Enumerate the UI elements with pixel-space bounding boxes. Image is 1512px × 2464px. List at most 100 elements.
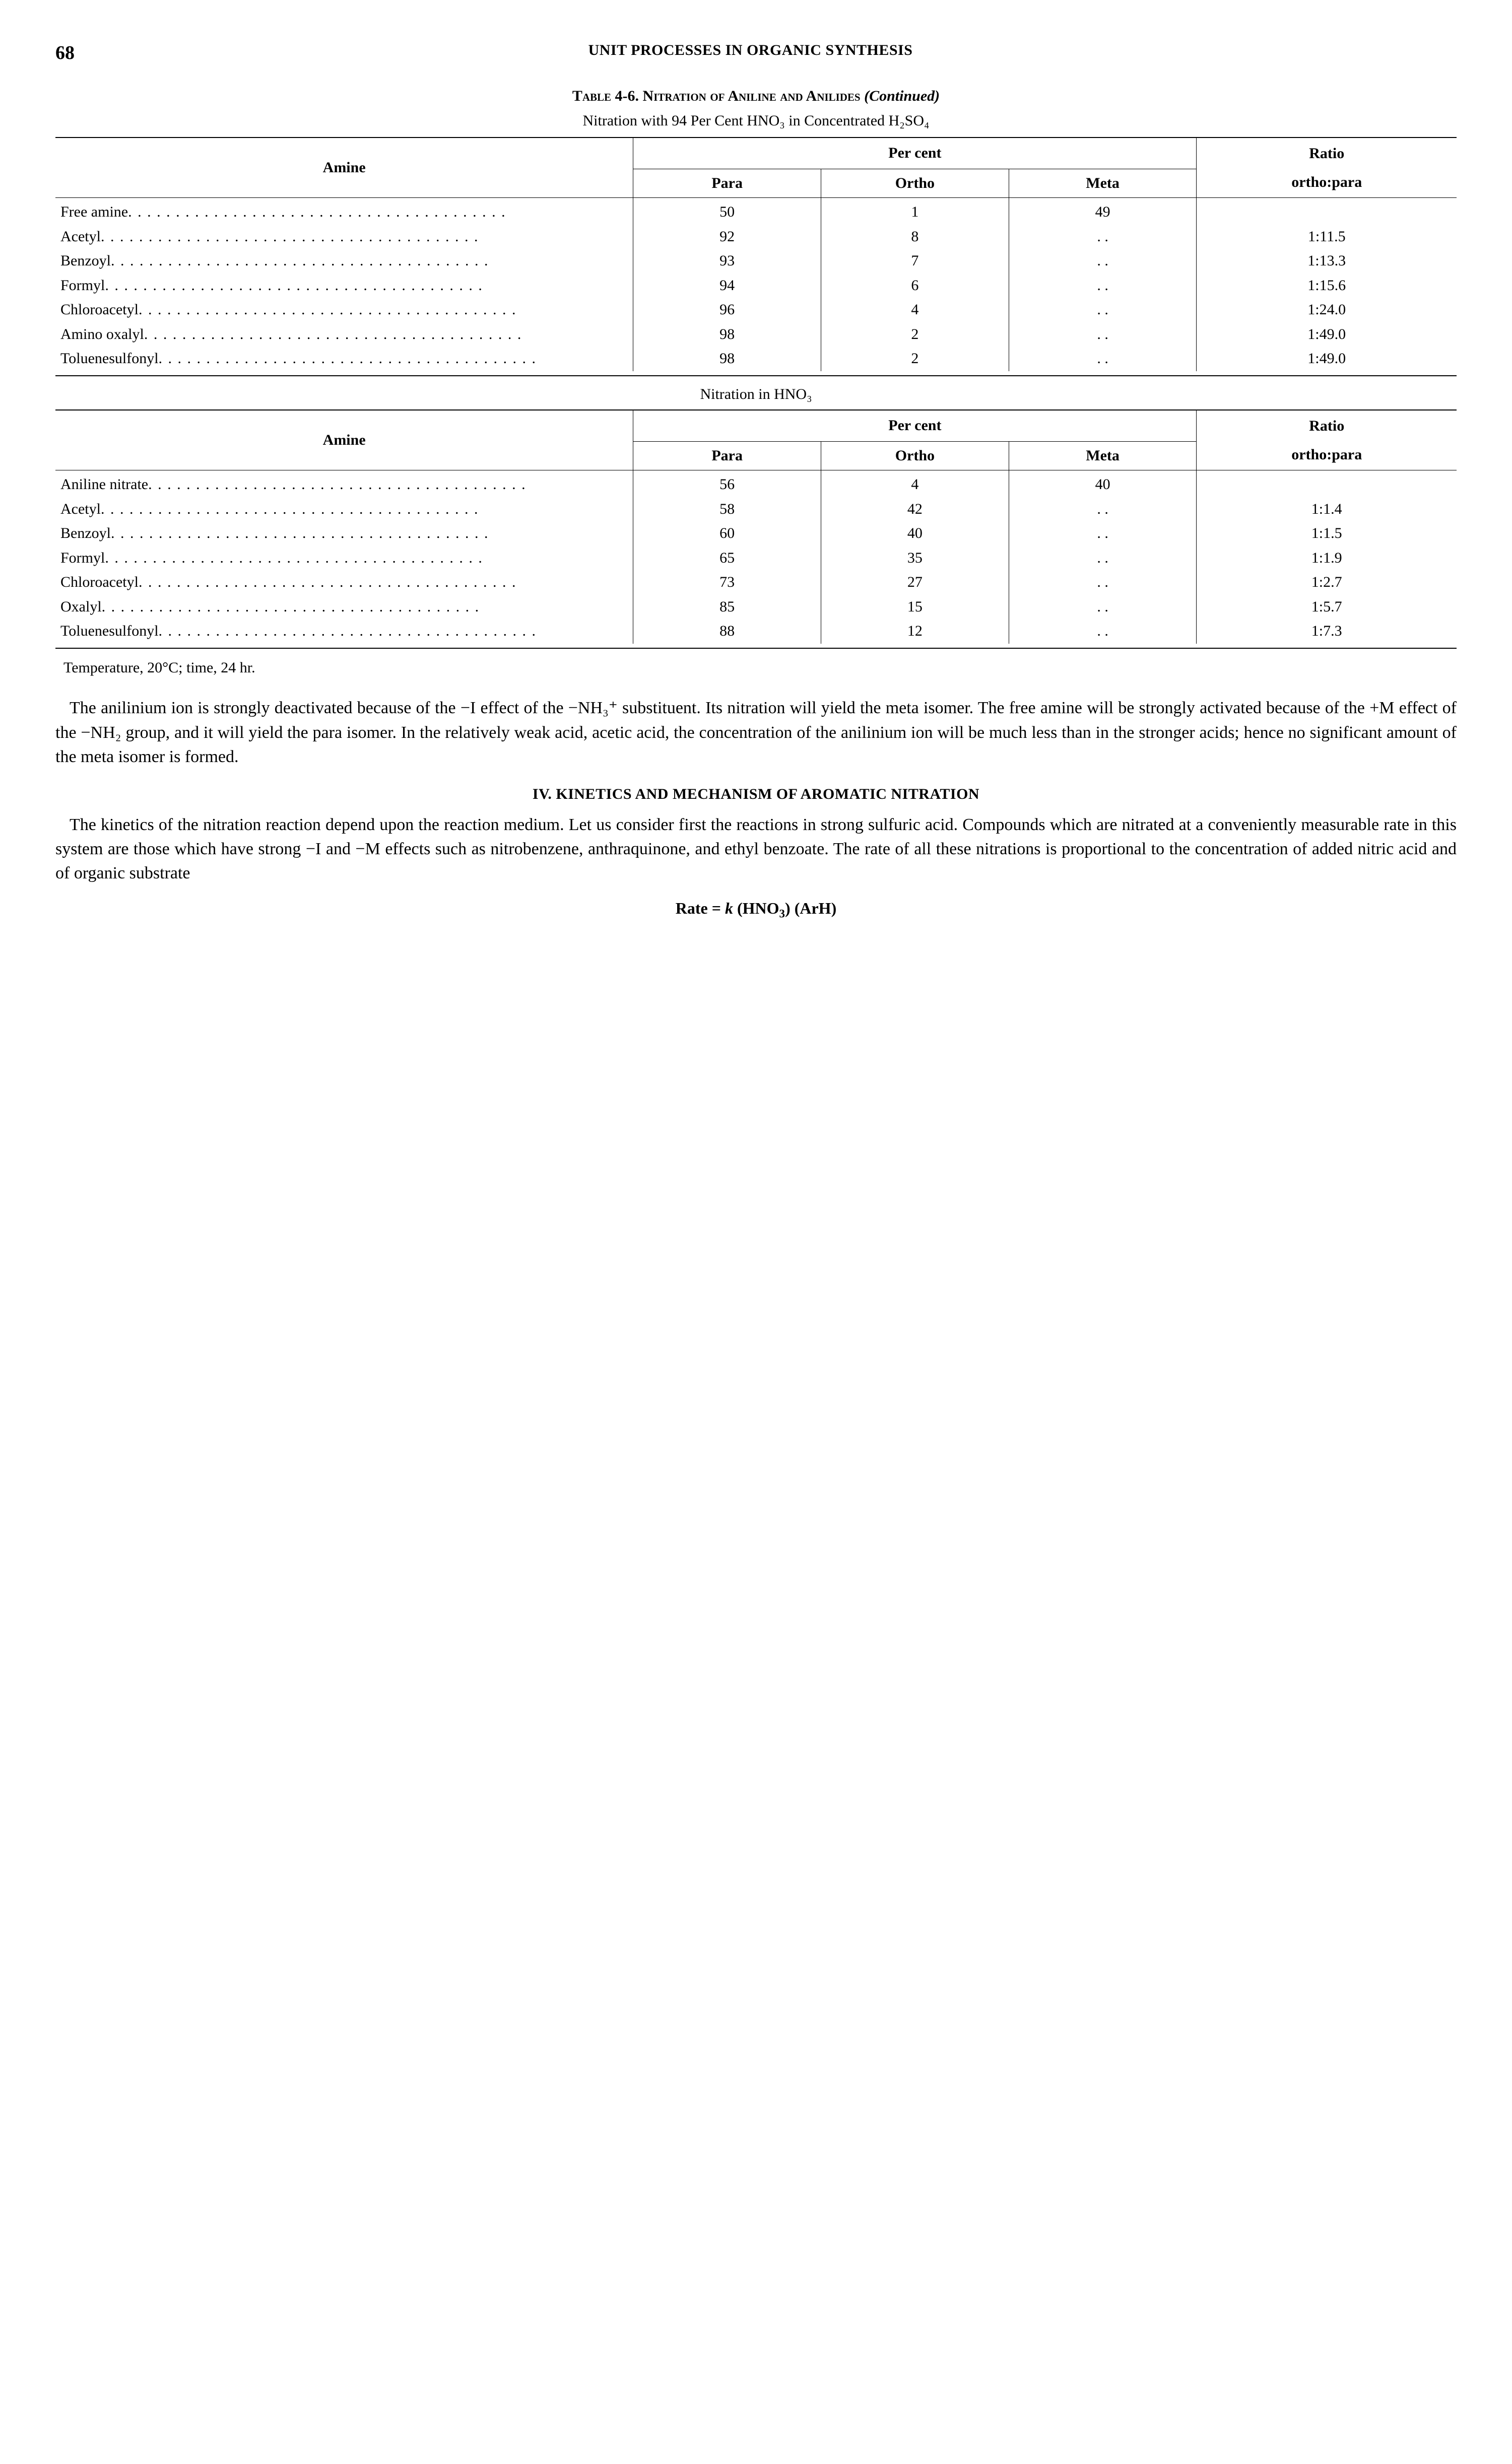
- table-2: Amine Per cent Ratio Para Ortho Meta ort…: [55, 410, 1457, 644]
- ratio-cell: 1:15.6: [1197, 273, 1457, 298]
- amine-cell: Chloroacetyl: [55, 570, 633, 595]
- col-amine-2: Amine: [55, 410, 633, 470]
- meta-cell: . .: [1009, 521, 1197, 546]
- meta-cell: . .: [1009, 497, 1197, 522]
- amine-cell: Free amine: [55, 200, 633, 225]
- para-cell: 93: [633, 249, 821, 273]
- ortho-cell: 42: [821, 497, 1009, 522]
- table2-subtitle: Nitration in HNO₃: [55, 384, 1457, 405]
- ratio-cell: 1:49.0: [1197, 322, 1457, 347]
- para-cell: 98: [633, 322, 821, 347]
- ortho-cell: 8: [821, 225, 1009, 249]
- meta-cell: 49: [1009, 200, 1197, 225]
- para-cell: 60: [633, 521, 821, 546]
- ortho-cell: 12: [821, 619, 1009, 644]
- table-row: Amino oxalyl982. .1:49.0: [55, 322, 1457, 347]
- ortho-cell: 35: [821, 546, 1009, 571]
- meta-cell: . .: [1009, 595, 1197, 620]
- para-cell: 50: [633, 200, 821, 225]
- ortho-cell: 7: [821, 249, 1009, 273]
- amine-cell: Amino oxalyl: [55, 322, 633, 347]
- ratio-cell: 1:13.3: [1197, 249, 1457, 273]
- running-head-title: UNIT PROCESSES IN ORGANIC SYNTHESIS: [75, 40, 1426, 66]
- ortho-cell: 4: [821, 472, 1009, 497]
- ratio-cell: 1:1.5: [1197, 521, 1457, 546]
- amine-cell: Formyl: [55, 273, 633, 298]
- page-number: 68: [55, 40, 75, 66]
- col-meta: Meta: [1009, 169, 1197, 197]
- amine-cell: Benzoyl: [55, 521, 633, 546]
- table-row: Toluenesulfonyl982. .1:49.0: [55, 347, 1457, 371]
- amine-cell: Benzoyl: [55, 249, 633, 273]
- meta-cell: . .: [1009, 225, 1197, 249]
- col-ratio-2: ortho:para: [1197, 169, 1457, 197]
- table-footnote: Temperature, 20°C; time, 24 hr.: [63, 658, 1457, 678]
- amine-cell: Oxalyl: [55, 595, 633, 620]
- meta-cell: . .: [1009, 546, 1197, 571]
- col-para-2: Para: [633, 441, 821, 470]
- meta-cell: . .: [1009, 347, 1197, 371]
- running-header: 68 UNIT PROCESSES IN ORGANIC SYNTHESIS: [55, 40, 1457, 66]
- para-cell: 96: [633, 298, 821, 322]
- col-percent-2: Per cent: [633, 410, 1197, 441]
- table-continued: (Continued): [861, 88, 940, 104]
- para-cell: 65: [633, 546, 821, 571]
- amine-cell: Chloroacetyl: [55, 298, 633, 322]
- table-row: Benzoyl937. .1:13.3: [55, 249, 1457, 273]
- ortho-cell: 27: [821, 570, 1009, 595]
- ortho-cell: 4: [821, 298, 1009, 322]
- ratio-cell: 1:24.0: [1197, 298, 1457, 322]
- table-1: Amine Per cent Ratio Para Ortho Meta ort…: [55, 138, 1457, 371]
- section-heading: IV. KINETICS AND MECHANISM OF AROMATIC N…: [55, 784, 1457, 805]
- col-ratio-1b: Ratio: [1197, 410, 1457, 441]
- ortho-cell: 2: [821, 347, 1009, 371]
- col-percent: Per cent: [633, 138, 1197, 169]
- ratio-cell: 1:1.9: [1197, 546, 1457, 571]
- table1-subtitle: Nitration with 94 Per Cent HNO₃ in Conce…: [55, 111, 1457, 131]
- ratio-cell: 1:2.7: [1197, 570, 1457, 595]
- meta-cell: . .: [1009, 249, 1197, 273]
- ratio-cell: 1:11.5: [1197, 225, 1457, 249]
- rate-equation: Rate = k (HNO3) (ArH): [55, 898, 1457, 922]
- para-cell: 73: [633, 570, 821, 595]
- table-caption: Table 4-6. Nitration of Aniline and Anil…: [55, 86, 1457, 107]
- ortho-cell: 6: [821, 273, 1009, 298]
- para-cell: 94: [633, 273, 821, 298]
- table-label: Table 4-6.: [572, 88, 643, 104]
- col-ratio-2b: ortho:para: [1197, 441, 1457, 470]
- table-row: Formyl6535. .1:1.9: [55, 546, 1457, 571]
- col-para: Para: [633, 169, 821, 197]
- table-row: Formyl946. .1:15.6: [55, 273, 1457, 298]
- table-row: Benzoyl6040. .1:1.5: [55, 521, 1457, 546]
- ortho-cell: 40: [821, 521, 1009, 546]
- ortho-cell: 2: [821, 322, 1009, 347]
- table-row: Chloroacetyl964. .1:24.0: [55, 298, 1457, 322]
- ratio-cell: 1:1.4: [1197, 497, 1457, 522]
- table-row: Acetyl928. .1:11.5: [55, 225, 1457, 249]
- col-ratio-1: Ratio: [1197, 138, 1457, 169]
- table-row: Aniline nitrate56440: [55, 472, 1457, 497]
- para-cell: 88: [633, 619, 821, 644]
- amine-cell: Acetyl: [55, 225, 633, 249]
- ratio-cell: 1:7.3: [1197, 619, 1457, 644]
- para-cell: 98: [633, 347, 821, 371]
- table-row: Free amine50149: [55, 200, 1457, 225]
- meta-cell: . .: [1009, 322, 1197, 347]
- para-cell: 58: [633, 497, 821, 522]
- ortho-cell: 1: [821, 200, 1009, 225]
- col-meta-2: Meta: [1009, 441, 1197, 470]
- table-row: Oxalyl8515. .1:5.7: [55, 595, 1457, 620]
- paragraph-1: The anilinium ion is strongly deactivate…: [55, 696, 1457, 769]
- meta-cell: . .: [1009, 619, 1197, 644]
- col-ortho: Ortho: [821, 169, 1009, 197]
- meta-cell: . .: [1009, 570, 1197, 595]
- ratio-cell: 1:5.7: [1197, 595, 1457, 620]
- col-ortho-2: Ortho: [821, 441, 1009, 470]
- table-title: Nitration of Aniline and Anilides: [643, 88, 861, 104]
- amine-cell: Toluenesulfonyl: [55, 347, 633, 371]
- ratio-cell: [1197, 472, 1457, 497]
- amine-cell: Aniline nitrate: [55, 472, 633, 497]
- meta-cell: . .: [1009, 298, 1197, 322]
- paragraph-2: The kinetics of the nitration reaction d…: [55, 813, 1457, 886]
- table-row: Acetyl5842. .1:1.4: [55, 497, 1457, 522]
